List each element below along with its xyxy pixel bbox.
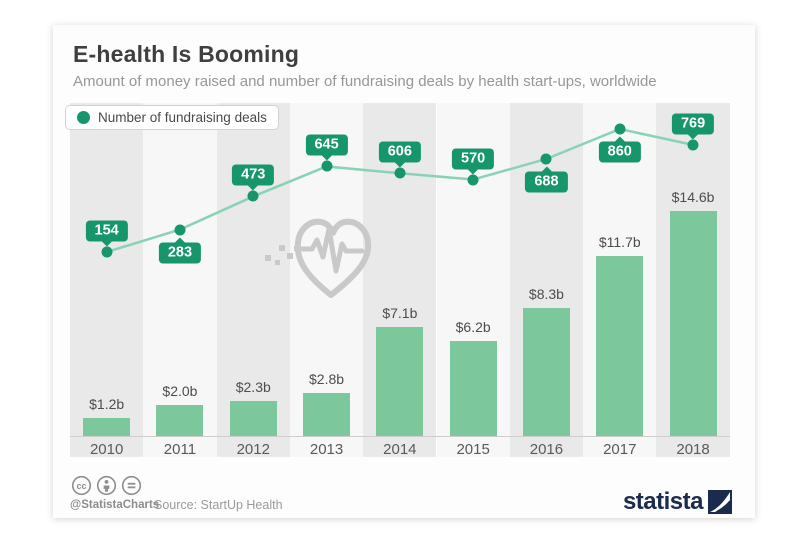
bar-2013: [303, 392, 351, 436]
statista-logo-text: statista: [622, 488, 704, 515]
deals-point-2012: [247, 190, 259, 202]
x-axis-label-2015: 2015: [456, 441, 490, 458]
bar-value-label: $2.0b: [162, 383, 198, 400]
bar-2015: [449, 340, 497, 436]
deals-value-badge: 283: [158, 237, 202, 264]
deals-value-badge: 606: [378, 141, 421, 168]
bar-value-label: $7.1b: [382, 304, 418, 321]
deals-value-badge: 154: [85, 220, 128, 247]
x-axis-baseline: [70, 436, 730, 437]
deals-value-badge: 769: [671, 113, 715, 140]
bar-value-label: $6.2b: [455, 318, 491, 335]
deals-point-2016: [540, 153, 552, 165]
deals-point-2017: [614, 123, 626, 135]
chart-card: E-health Is Booming Amount of money rais…: [53, 25, 755, 518]
deals-value-badge: 570: [452, 148, 495, 175]
x-axis-label-2016: 2016: [529, 441, 564, 458]
column-stripe-2011: [143, 103, 217, 457]
deals-point-2011: [174, 224, 186, 236]
bar-value-label: $14.6b: [671, 189, 715, 206]
x-axis-label-2013: 2013: [309, 441, 344, 458]
bar-2014: [376, 326, 424, 436]
deals-value-badge: 688: [525, 166, 568, 193]
heart-pulse-watermark-icon: [265, 218, 372, 298]
bar-2012: [229, 400, 277, 436]
statista-logo-mark-icon: [708, 490, 732, 514]
deals-point-2018: [687, 139, 699, 151]
bar-value-label: $2.8b: [309, 370, 345, 387]
legend-dot-icon: [77, 111, 90, 124]
x-axis-label-2012: 2012: [236, 441, 270, 458]
chart-title: E-health Is Booming: [73, 41, 300, 67]
deals-value-badge: 860: [598, 136, 641, 163]
x-axis-label-2010: 2010: [89, 441, 124, 458]
bar-value-label: $8.3b: [528, 286, 564, 303]
legend-label: Number of fundraising deals: [98, 110, 267, 125]
chart-subtitle: Amount of money raised and number of fun…: [73, 73, 657, 90]
source-text: Source: StartUp Health: [154, 498, 283, 512]
deals-point-2010: [101, 246, 113, 258]
cc-icon: cc: [71, 475, 92, 496]
bar-value-label: $2.3b: [235, 378, 271, 395]
svg-text:cc: cc: [76, 481, 86, 491]
x-axis-label-2017: 2017: [603, 441, 637, 458]
bar-2011: [156, 405, 204, 436]
bar-2018: [669, 211, 717, 436]
column-stripe-2010: [70, 103, 144, 457]
plot-area: $1.2b 2010 $2.0b 2011 $2.3b 2012 $2.8b 2013 $7.1…: [70, 103, 730, 458]
statista-logo: statista: [623, 488, 732, 516]
nd-icon: [121, 475, 142, 496]
statista-charts-handle: @StatistaCharts: [70, 499, 160, 511]
x-axis-label-2018: 2018: [676, 441, 710, 458]
bar-2010: [83, 417, 131, 436]
license-icons: cc: [71, 475, 142, 496]
deals-value-badge: 473: [232, 164, 275, 191]
deals-point-2015: [467, 174, 479, 186]
deals-value-badge: 645: [305, 134, 348, 161]
x-axis-label-2014: 2014: [383, 441, 417, 458]
bar-value-label: $11.7b: [598, 233, 641, 250]
column-stripe-2012: [216, 103, 290, 457]
legend: Number of fundraising deals: [65, 105, 279, 130]
deals-point-2014: [394, 167, 406, 179]
attribution-icon: [96, 475, 117, 496]
bar-2016: [522, 308, 570, 436]
x-axis-label-2011: 2011: [163, 441, 197, 458]
deals-point-2013: [321, 160, 333, 172]
bar-value-label: $1.2b: [89, 395, 125, 412]
bar-2017: [596, 255, 644, 436]
